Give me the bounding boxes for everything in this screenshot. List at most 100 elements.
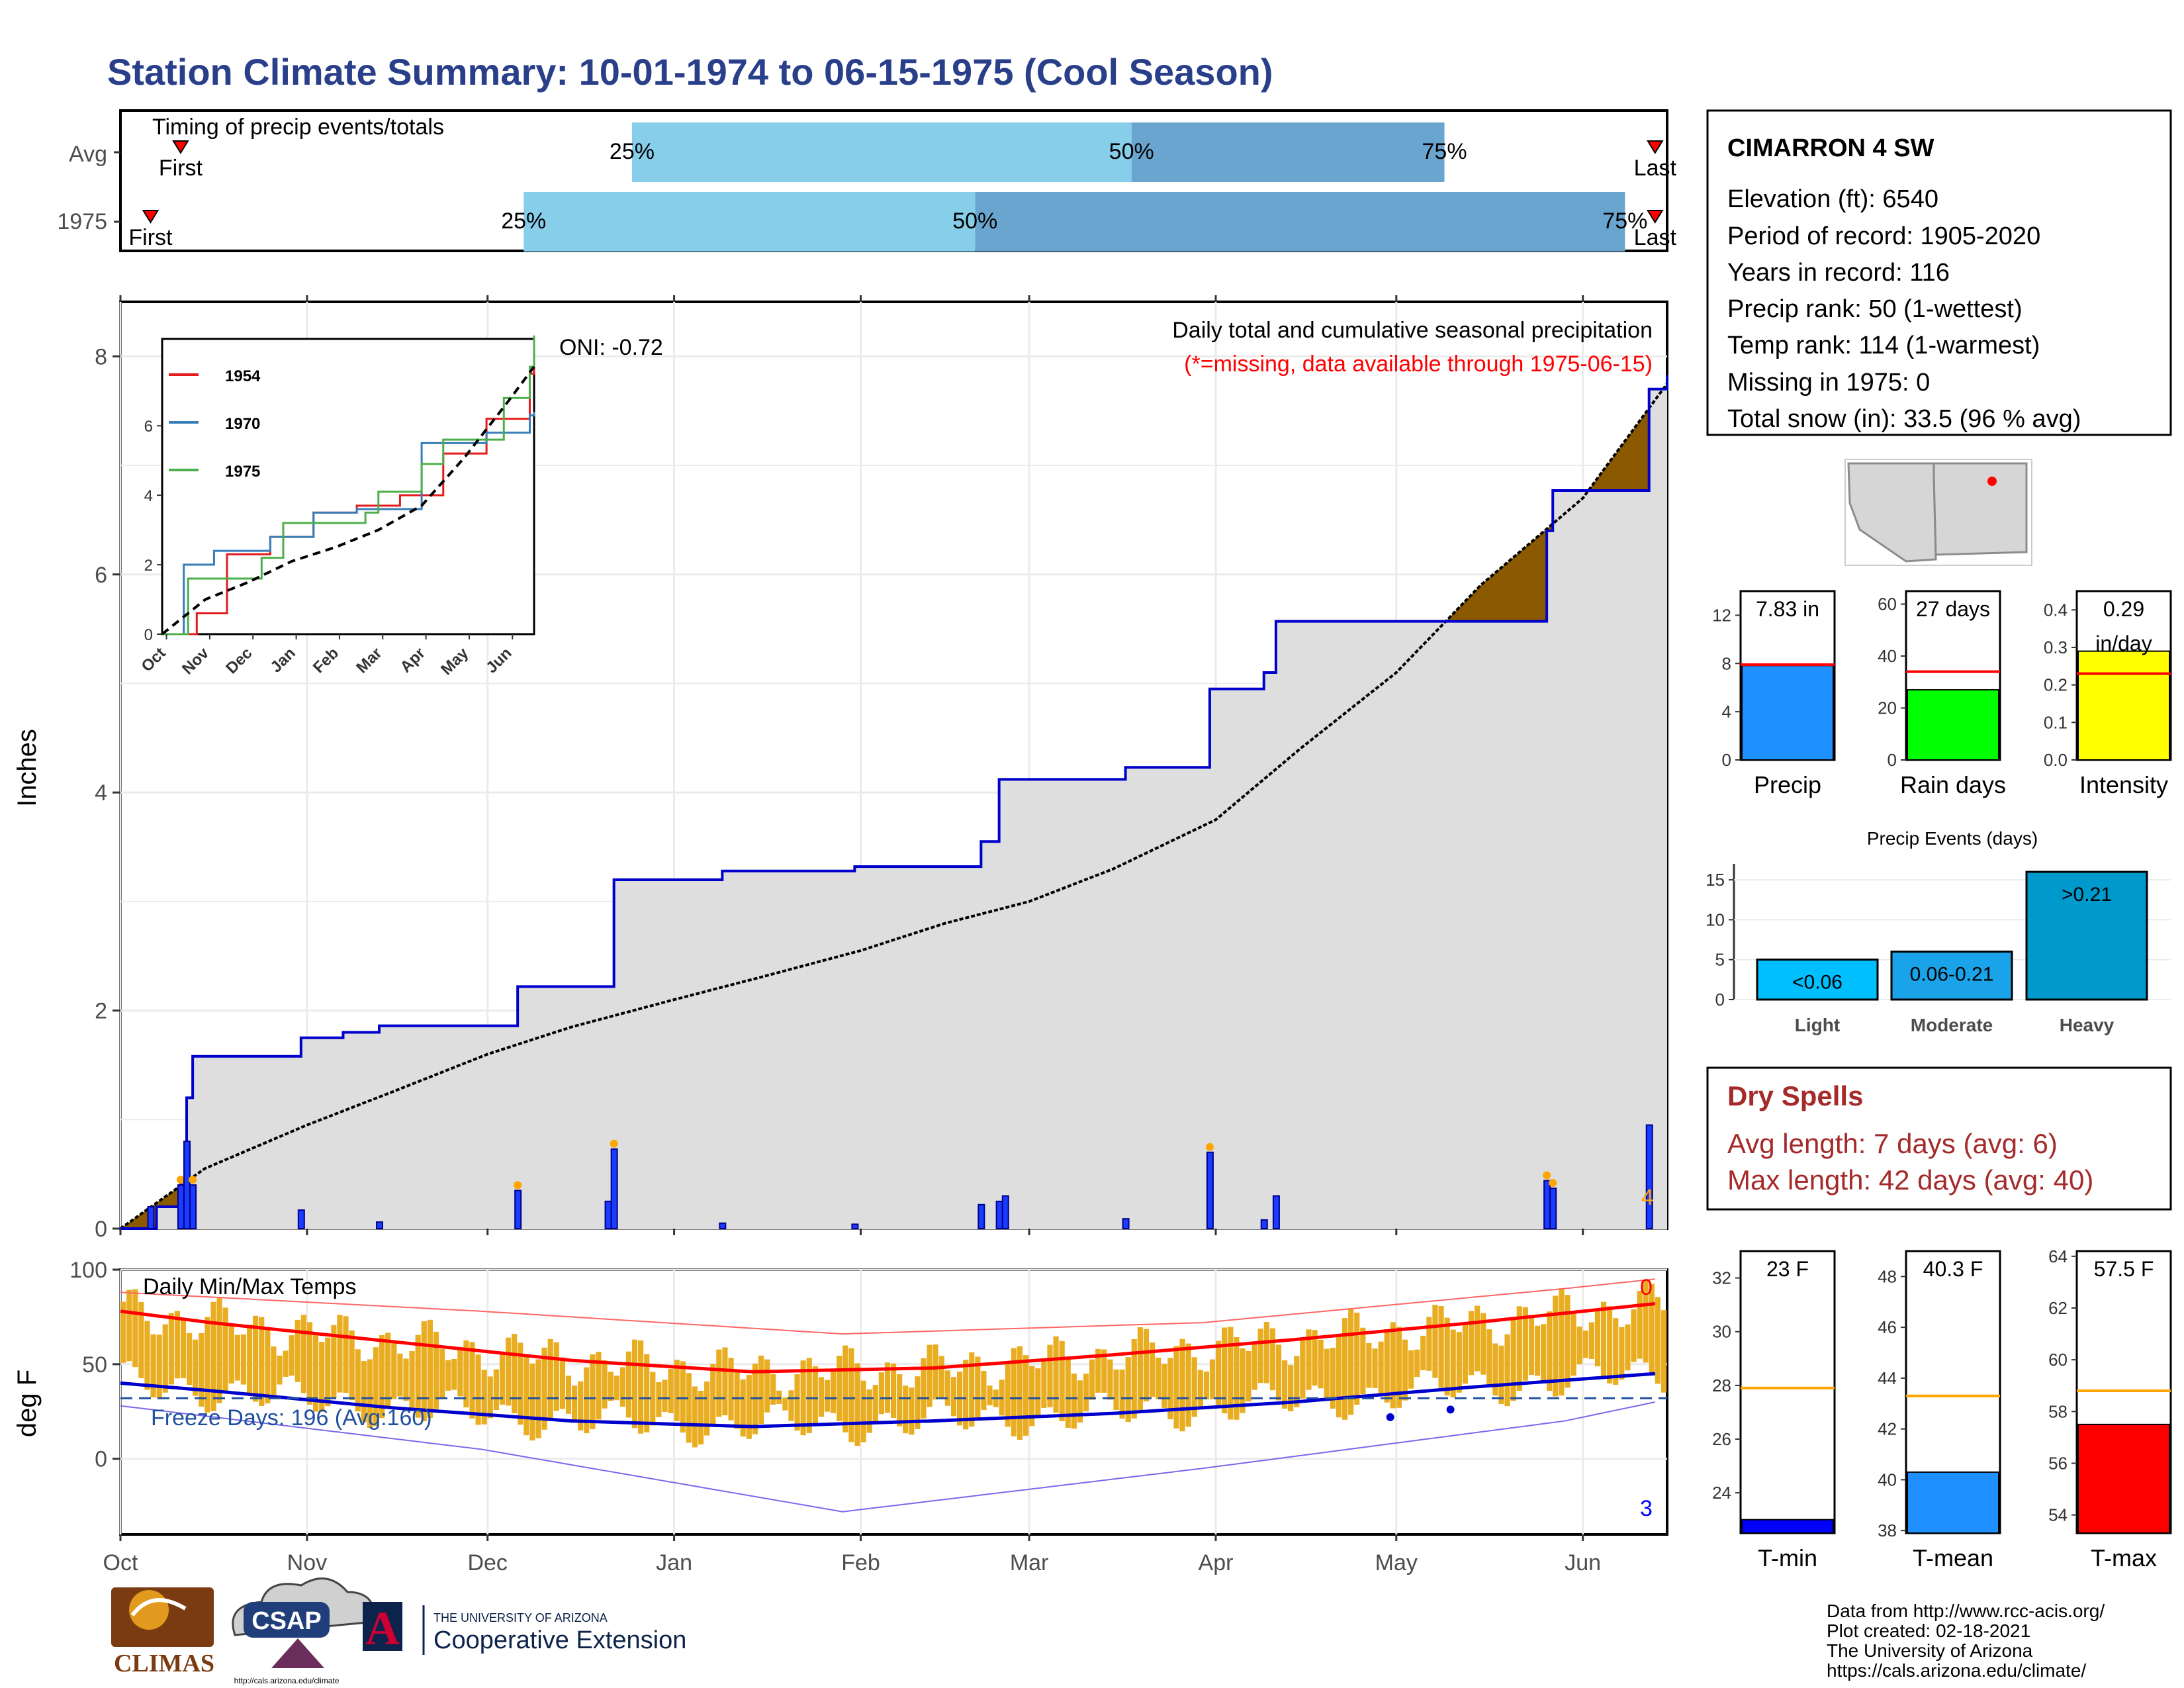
- daily-temp-bar: [1541, 1324, 1547, 1383]
- ua-line2: Cooperative Extension: [433, 1626, 686, 1654]
- daily-temp-bar: [312, 1335, 319, 1412]
- daily-temp-bar: [523, 1356, 529, 1436]
- daily-temp-bar: [240, 1334, 247, 1385]
- daily-temp-bar: [614, 1376, 619, 1401]
- daily-temp-bar: [1269, 1328, 1276, 1391]
- daily-temp-bar: [596, 1352, 602, 1420]
- daily-temp-bar: [740, 1379, 746, 1437]
- events-ytick-label: 10: [1706, 910, 1725, 929]
- summary-bar-value: [2077, 650, 2170, 761]
- daily-temp-bar: [1083, 1374, 1089, 1412]
- daily-temp-bar: [475, 1354, 481, 1425]
- daily-temp-bar: [1486, 1329, 1492, 1384]
- summary-ytick-label: 32: [1712, 1268, 1731, 1288]
- daily-temp-bar: [1306, 1329, 1312, 1390]
- daily-temp-bar: [1330, 1348, 1336, 1409]
- daily-temp-bar: [619, 1367, 625, 1407]
- daily-temp-bar: [265, 1329, 271, 1404]
- summary-ytick-label: 40: [1878, 1470, 1897, 1489]
- daily-temp-bar: [343, 1316, 349, 1393]
- event-bar-label: 0.06-0.21: [1910, 964, 1994, 986]
- daily-temp-bar: [969, 1352, 975, 1427]
- station-location-marker: [1987, 477, 1997, 486]
- credit-line: The University of Arizona: [1827, 1640, 2033, 1661]
- daily-temp-bar: [1288, 1365, 1294, 1412]
- daily-temp-bar: [1360, 1327, 1366, 1395]
- timing-row-label-avg: Avg: [69, 142, 107, 167]
- daily-precip-bar: [1122, 1218, 1130, 1230]
- temp-ytick-label: 0: [95, 1447, 107, 1472]
- daily-precip-bar: [177, 1184, 185, 1230]
- temp-ytick-label: 50: [82, 1352, 107, 1378]
- daily-temp-bar: [1294, 1356, 1300, 1407]
- daily-temp-bar: [1131, 1339, 1137, 1419]
- summary-ytick-label: 0.3: [2044, 637, 2068, 657]
- csap-url: http://cals.arizona.edu/climate: [234, 1676, 340, 1685]
- daily-temp-bar: [1559, 1288, 1565, 1396]
- daily-temp-bar: [1173, 1346, 1179, 1429]
- daily-temp-bar: [1576, 1326, 1582, 1364]
- timing-row-label-year: 1975: [57, 209, 107, 234]
- daily-temp-bar: [1222, 1327, 1228, 1414]
- daily-temp-bar: [144, 1321, 150, 1390]
- summary-ytick-label: 20: [1878, 698, 1897, 718]
- record-max-line: [120, 1278, 1655, 1335]
- daily-temp-bar: [505, 1337, 512, 1406]
- daily-temp-bar: [1029, 1366, 1035, 1427]
- daily-temp-bar: [698, 1391, 704, 1445]
- inset-ytick-label: 6: [144, 418, 153, 436]
- daily-temp-bar: [818, 1377, 825, 1417]
- last-label: Last: [1634, 225, 1677, 250]
- timing-label-75: 75%: [1422, 139, 1467, 164]
- daily-temp-bar: [325, 1337, 331, 1407]
- daily-temp-bar: [1107, 1359, 1113, 1400]
- credits: Data from http://www.rcc-acis.org/ Plot …: [1827, 1601, 2105, 1681]
- location-map: [1844, 459, 2032, 566]
- daily-temp-bar: [927, 1344, 933, 1407]
- snow-marker: [610, 1139, 618, 1148]
- avg-min-line: [120, 1372, 1655, 1429]
- daily-temp-bar: [193, 1339, 199, 1396]
- daily-temp-bar: [921, 1358, 927, 1419]
- daily-temp-bar: [631, 1339, 638, 1429]
- month-label: Feb: [841, 1550, 880, 1575]
- daily-temp-bar: [457, 1348, 463, 1397]
- station-line: Precip rank: 50 (1-wettest): [1727, 295, 2023, 323]
- timing-panel: Timing of precip events/totals 25% 50% 75%…: [57, 109, 1677, 252]
- daily-temp-bar: [1649, 1284, 1655, 1373]
- daily-temp-bar: [1528, 1317, 1535, 1375]
- daily-temp-bar: [1655, 1297, 1661, 1384]
- daily-precip-bar: [851, 1223, 859, 1229]
- daily-temp-bar: [800, 1360, 806, 1436]
- daily-precip-bar: [297, 1209, 305, 1229]
- daily-temp-bar: [584, 1367, 590, 1434]
- daily-temp-bar: [156, 1335, 162, 1399]
- station-info-box: CIMARRON 4 SW Elevation (ft): 6540 Perio…: [1706, 109, 2172, 436]
- daily-temp-bar: [445, 1360, 451, 1391]
- precip-ytick-label: 6: [95, 563, 107, 588]
- daily-temp-bar: [1390, 1322, 1396, 1409]
- daily-temp-bar: [608, 1372, 614, 1401]
- daily-temp-bar: [433, 1331, 439, 1409]
- summary-ytick-label: 60: [1878, 594, 1897, 614]
- daily-precip-bar: [1272, 1195, 1280, 1230]
- daily-temp-bar: [1402, 1339, 1408, 1401]
- precip-corner-count: 4: [1641, 1185, 1654, 1210]
- daily-temp-bar: [1378, 1341, 1384, 1395]
- daily-temp-bar: [938, 1356, 944, 1399]
- daily-temp-bar: [1456, 1332, 1462, 1393]
- event-bar: [1890, 951, 2013, 1001]
- daily-temp-bar: [1342, 1318, 1348, 1420]
- month-label: May: [1375, 1550, 1418, 1575]
- daily-temp-bar: [1468, 1311, 1475, 1376]
- daily-temp-bar: [1372, 1348, 1378, 1388]
- inset-series-line: [162, 412, 535, 635]
- daily-temp-bar: [331, 1325, 337, 1399]
- summary-ytick-label: 8: [1722, 653, 1731, 673]
- month-label: Jan: [656, 1550, 692, 1575]
- daily-temp-bar: [1631, 1309, 1637, 1362]
- daily-temp-bar: [361, 1361, 367, 1423]
- daily-temp-bar: [463, 1340, 469, 1408]
- daily-temp-bar: [126, 1289, 132, 1362]
- station-line: Total snow (in): 33.5 (96 % avg): [1727, 405, 2081, 433]
